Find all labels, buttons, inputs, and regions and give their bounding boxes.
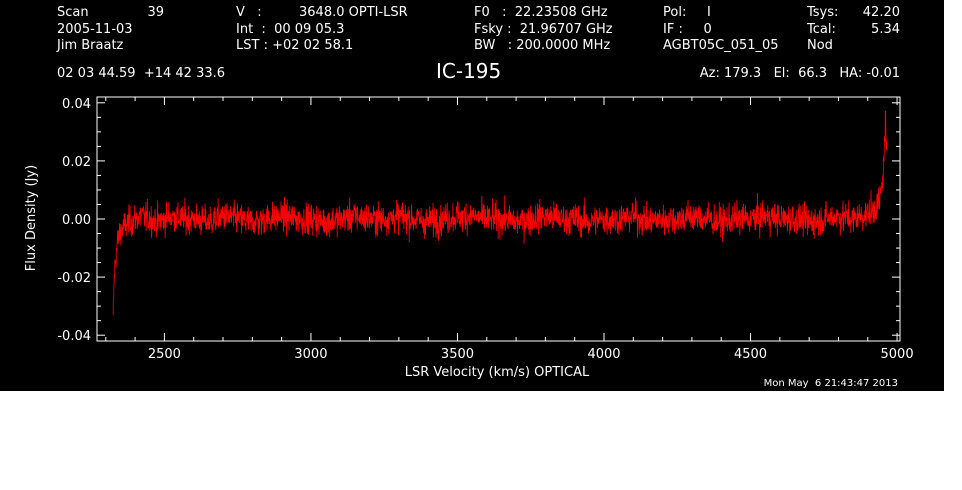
scan-number: 39 [147, 5, 164, 20]
x-tick-label: 4000 [587, 347, 620, 362]
x-tick-label: 3500 [441, 347, 474, 362]
y-axis-label: Flux Density (Jy) [24, 165, 39, 271]
observation-date: 2005-11-03 [57, 22, 133, 37]
y-tick-label: -0.04 [57, 329, 91, 344]
spectrum-trace [112, 110, 888, 315]
polarization: Pol: I [663, 5, 711, 20]
tcal-label: Tcal: [807, 22, 836, 37]
if-number: IF : 0 [663, 22, 712, 37]
source-name: IC-195 [436, 59, 502, 83]
x-tick-label: 5000 [881, 347, 914, 362]
velocity-value: 3648.0 OPTI-LSR [299, 5, 408, 20]
y-tick-label: 0.00 [62, 213, 91, 228]
switching-mode: Nod [807, 38, 833, 53]
spectrum-chart: 2500 3000 3500 4000 4500 5000 -0.04 -0.02 0.00 0.… [24, 96, 914, 380]
y-tick-label: 0.04 [62, 97, 91, 112]
observer-name: Jim Braatz [57, 38, 124, 53]
y-tick-label: -0.02 [57, 271, 91, 286]
scan-label: Scan [57, 5, 89, 20]
source-coordinates: 02 03 44.59 +14 42 33.6 [57, 66, 226, 81]
velocity-label: V : [236, 5, 262, 20]
tcal-value: 5.34 [871, 22, 900, 37]
x-tick-label: 2500 [148, 347, 181, 362]
x-tick-label: 3000 [294, 347, 327, 362]
integration-time: Int : 00 09 05.3 [236, 22, 345, 37]
tsys-label: Tsys: [807, 5, 839, 20]
pointing-info: Az: 179.3 El: 66.3 HA: -0.01 [699, 66, 900, 81]
plot-timestamp: Mon May 6 21:43:47 2013 [763, 378, 898, 389]
x-tick-label: 4500 [734, 347, 767, 362]
tsys-value: 42.20 [862, 5, 900, 20]
x-axis-label: LSR Velocity (km/s) OPTICAL [405, 365, 590, 380]
sky-frequency: Fsky : 21.96707 GHz [474, 22, 613, 37]
plot-panel: Scan 39 2005-11-03 Jim Braatz V : 3648.0… [0, 0, 944, 391]
rest-frequency: F0 : 22.23508 GHz [474, 5, 608, 20]
project-id: AGBT05C_051_05 [663, 38, 779, 53]
lst-time: LST : +02 02 58.1 [236, 38, 354, 53]
y-tick-label: 0.02 [62, 155, 91, 170]
bandwidth: BW : 200.0000 MHz [474, 38, 611, 53]
